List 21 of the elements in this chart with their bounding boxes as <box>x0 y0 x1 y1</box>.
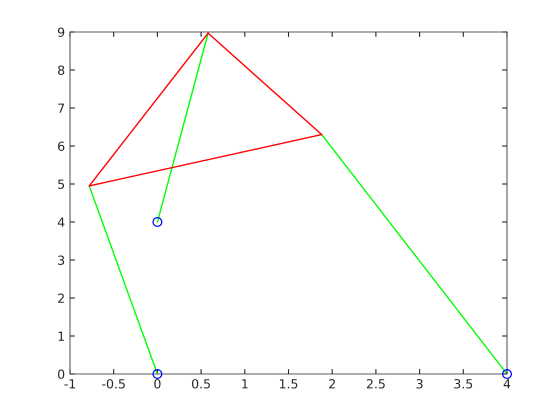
x-tick-label: 1.5 <box>280 379 298 389</box>
x-tick-label: 0.5 <box>192 379 210 389</box>
y-tick-label: 8 <box>58 65 64 75</box>
y-tick-label: 2 <box>58 293 64 303</box>
x-tick-label: 1 <box>242 379 248 388</box>
y-tick-label: 6 <box>58 141 64 151</box>
y-tick-label: 3 <box>58 255 64 265</box>
y-tick-label: 1 <box>58 332 64 341</box>
x-tick-label: 3 <box>416 379 423 389</box>
y-tick-label: 4 <box>58 218 64 227</box>
y-tick-label: 7 <box>58 104 64 113</box>
x-tick-label: -0.5 <box>102 379 125 389</box>
x-tick-label: -1 <box>64 379 76 388</box>
x-tick-label: 2 <box>329 379 335 388</box>
x-tick-label: 0 <box>154 379 161 389</box>
y-tick-label: 9 <box>58 27 64 37</box>
y-tick-label: 5 <box>58 180 64 189</box>
x-tick-label: 3.5 <box>454 379 472 389</box>
x-tick-label: 4 <box>504 379 510 388</box>
x-tick-label: 2.5 <box>366 379 385 389</box>
y-tick-label: 0 <box>58 369 64 379</box>
